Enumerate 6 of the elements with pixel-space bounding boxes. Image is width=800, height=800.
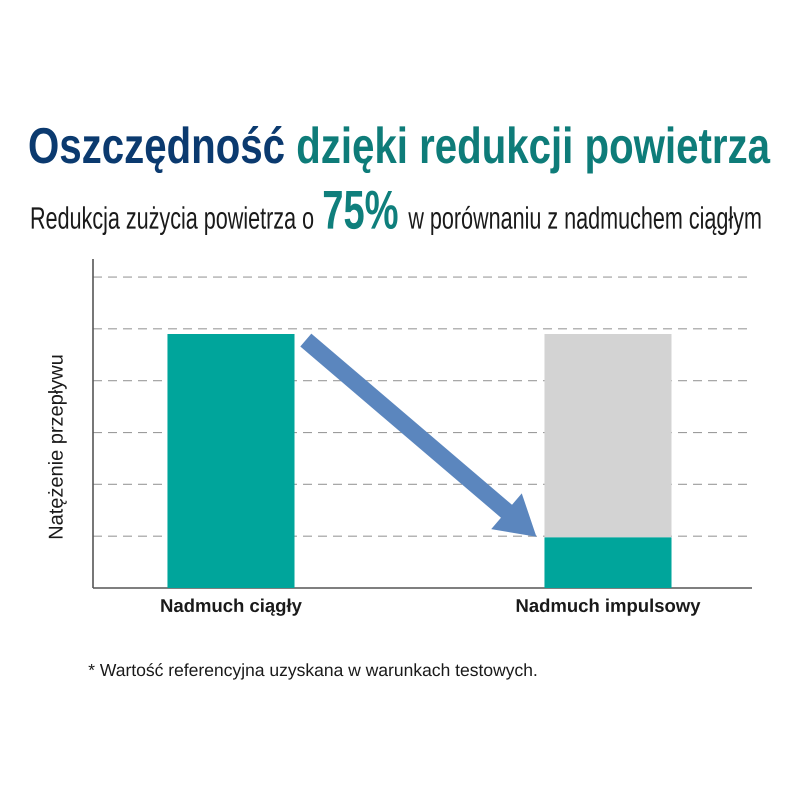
chart-subtitle: Redukcja zużycia powietrza o 75% w porównaniu z nadmuchem ciągłym	[32, 190, 760, 236]
chart-title: Oszczędność dzięki redukcji powietrza	[30, 126, 770, 174]
x-tick-label: Nadmuch ciągły	[161, 598, 302, 616]
x-tick-label: Nadmuch impulsowy	[516, 598, 700, 616]
y-axis-title: Natężenie przepływu	[48, 356, 67, 538]
text: * Wartość referencyjna uzyskana w warunkach testowych.	[88, 663, 536, 680]
